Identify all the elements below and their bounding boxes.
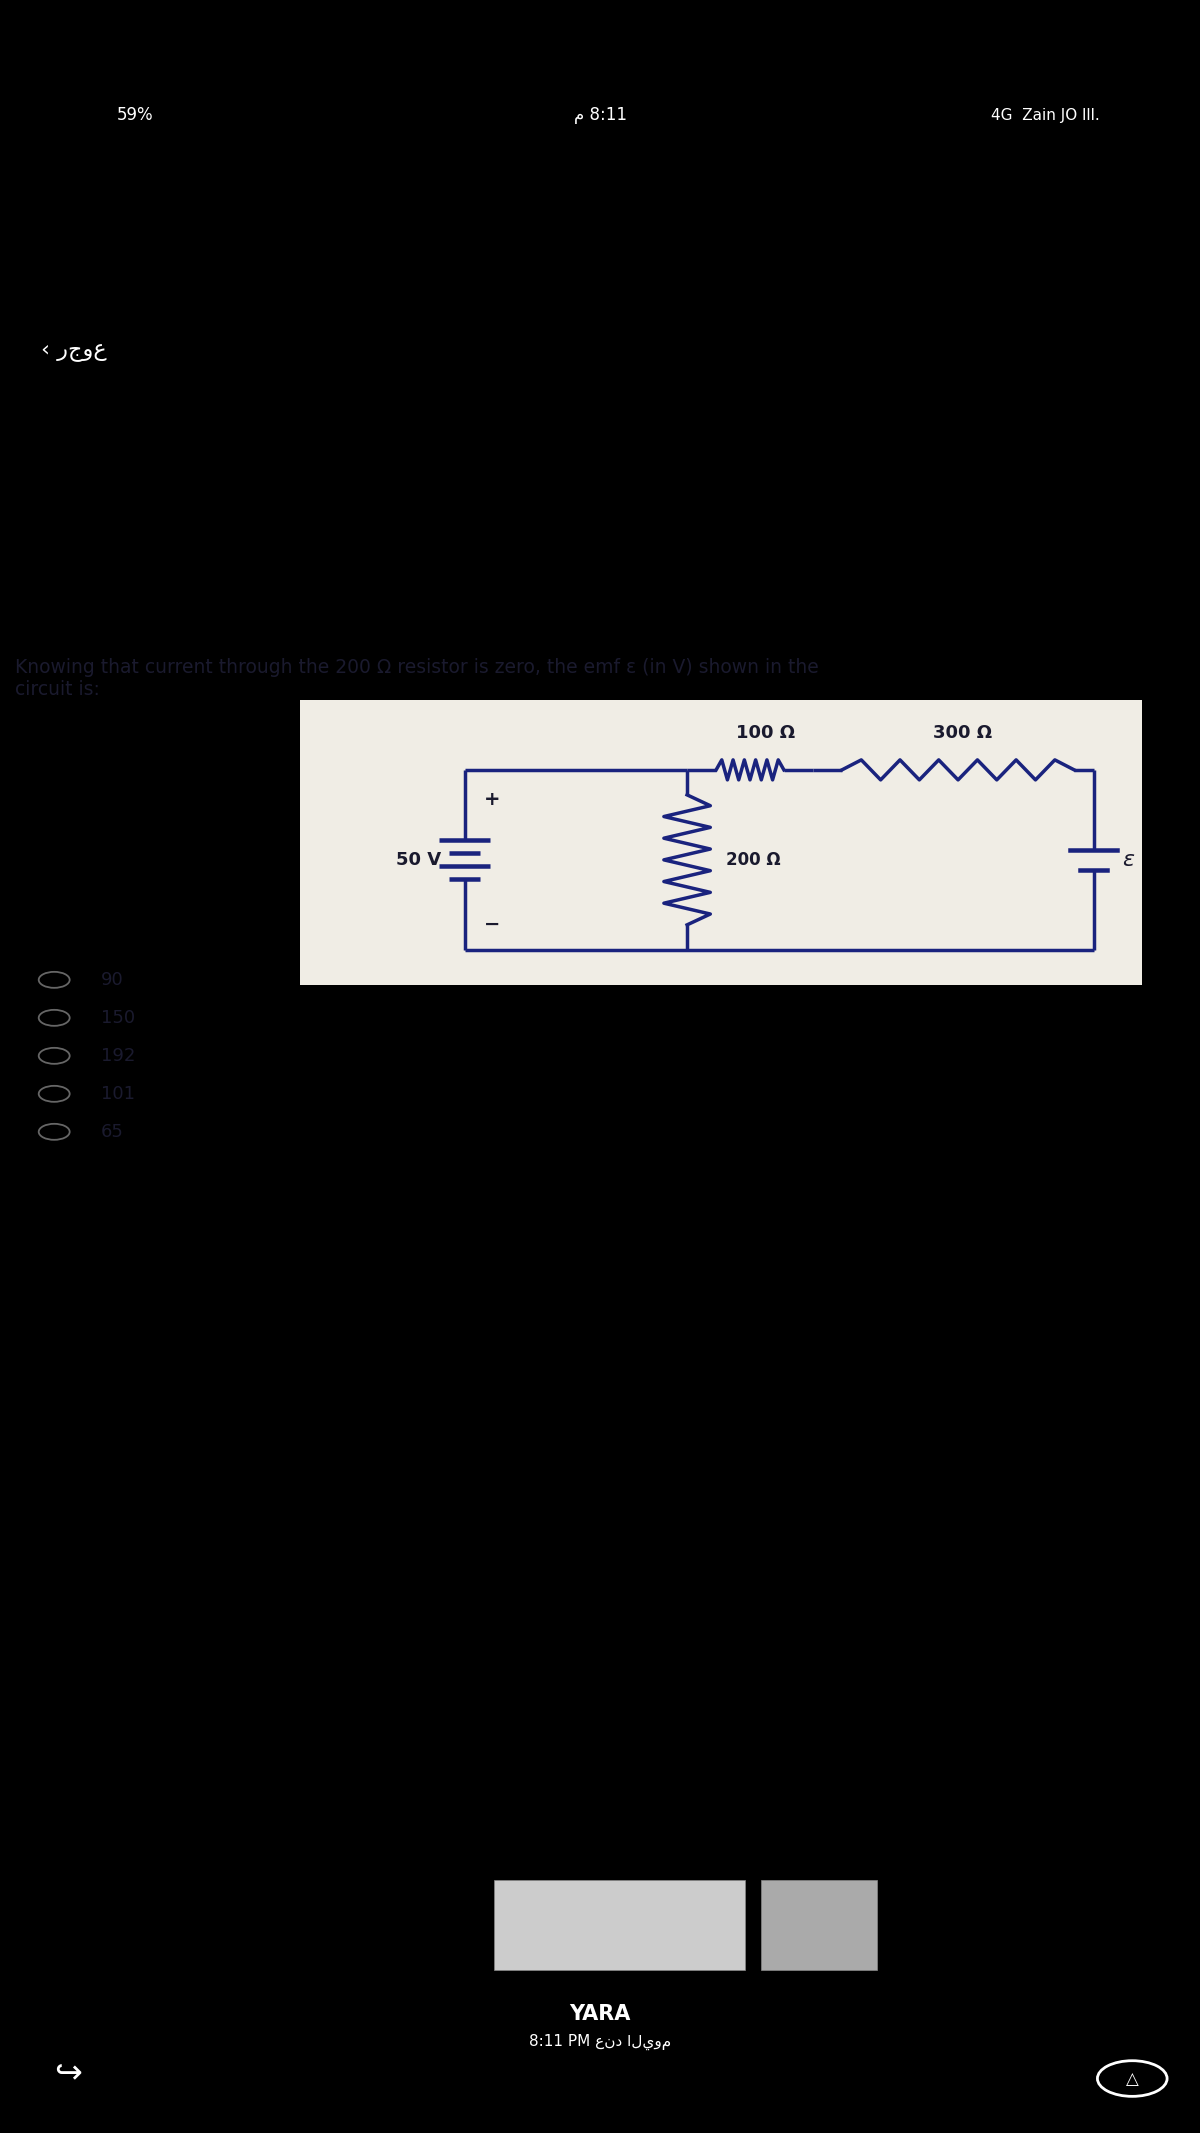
- Text: 50 V: 50 V: [396, 851, 442, 868]
- Text: 101: 101: [101, 1086, 134, 1103]
- Text: 90: 90: [101, 971, 124, 990]
- Text: +: +: [484, 791, 500, 808]
- Text: 300 Ω: 300 Ω: [934, 723, 992, 742]
- Text: 200 Ω: 200 Ω: [726, 851, 780, 868]
- Bar: [761, 1881, 877, 1969]
- Text: △: △: [1126, 2069, 1139, 2088]
- Text: 65: 65: [101, 1122, 124, 1141]
- Text: 8:11 PM عند اليوم: 8:11 PM عند اليوم: [529, 2035, 671, 2050]
- Text: م 8:11: م 8:11: [574, 107, 626, 124]
- Text: −: −: [484, 915, 500, 934]
- Text: 59%: 59%: [118, 107, 154, 124]
- Text: 4G  Zain JO lll.: 4G Zain JO lll.: [991, 107, 1099, 124]
- Text: YARA: YARA: [569, 2005, 631, 2024]
- Text: 150: 150: [101, 1009, 134, 1026]
- Text: ↪: ↪: [54, 2056, 82, 2090]
- Text: ε: ε: [1122, 849, 1134, 870]
- Text: 192: 192: [101, 1047, 136, 1064]
- Text: Knowing that current through the 200 Ω resistor is zero, the emf ε (in V) shown : Knowing that current through the 200 Ω r…: [16, 657, 820, 700]
- Bar: [493, 1881, 745, 1969]
- Text: ‹ رجوع: ‹ رجوع: [41, 341, 107, 363]
- Bar: [300, 700, 1142, 985]
- Text: 100 Ω: 100 Ω: [736, 723, 796, 742]
